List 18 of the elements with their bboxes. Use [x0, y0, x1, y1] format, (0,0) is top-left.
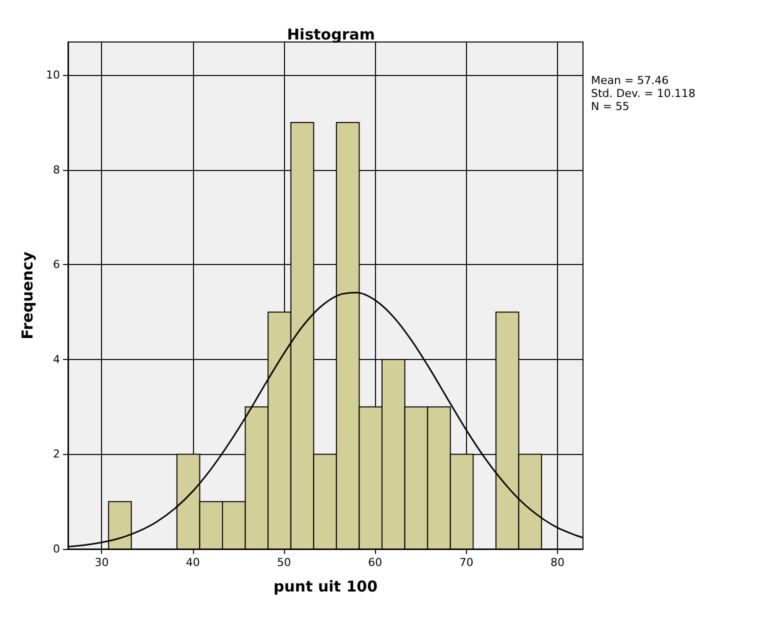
- text: N = 55: [591, 100, 630, 113]
- y-axis-title: Frequency: [18, 251, 37, 340]
- x-tick-label: 80: [550, 556, 564, 569]
- chart-title: Histogram: [287, 26, 375, 44]
- y-tick-label: 0: [53, 542, 60, 556]
- x-axis-title: punt uit 100: [273, 578, 378, 596]
- x-tick-label: 60: [368, 556, 382, 569]
- x-tick-label: 50: [277, 556, 292, 569]
- x-tick-label: 40: [186, 556, 200, 569]
- x-tick-label: 70: [459, 556, 474, 569]
- y-tick-label: 6: [53, 258, 60, 272]
- y-tick-label: 10: [46, 68, 60, 82]
- x-tick-label: 30: [94, 556, 109, 569]
- text: Mean = 57.46: [591, 74, 669, 87]
- y-tick-label: 8: [53, 163, 60, 176]
- y-tick-label: 4: [53, 352, 60, 366]
- y-tick-label: 2: [53, 448, 60, 461]
- text: Std. Dev. = 10.118: [591, 87, 696, 100]
